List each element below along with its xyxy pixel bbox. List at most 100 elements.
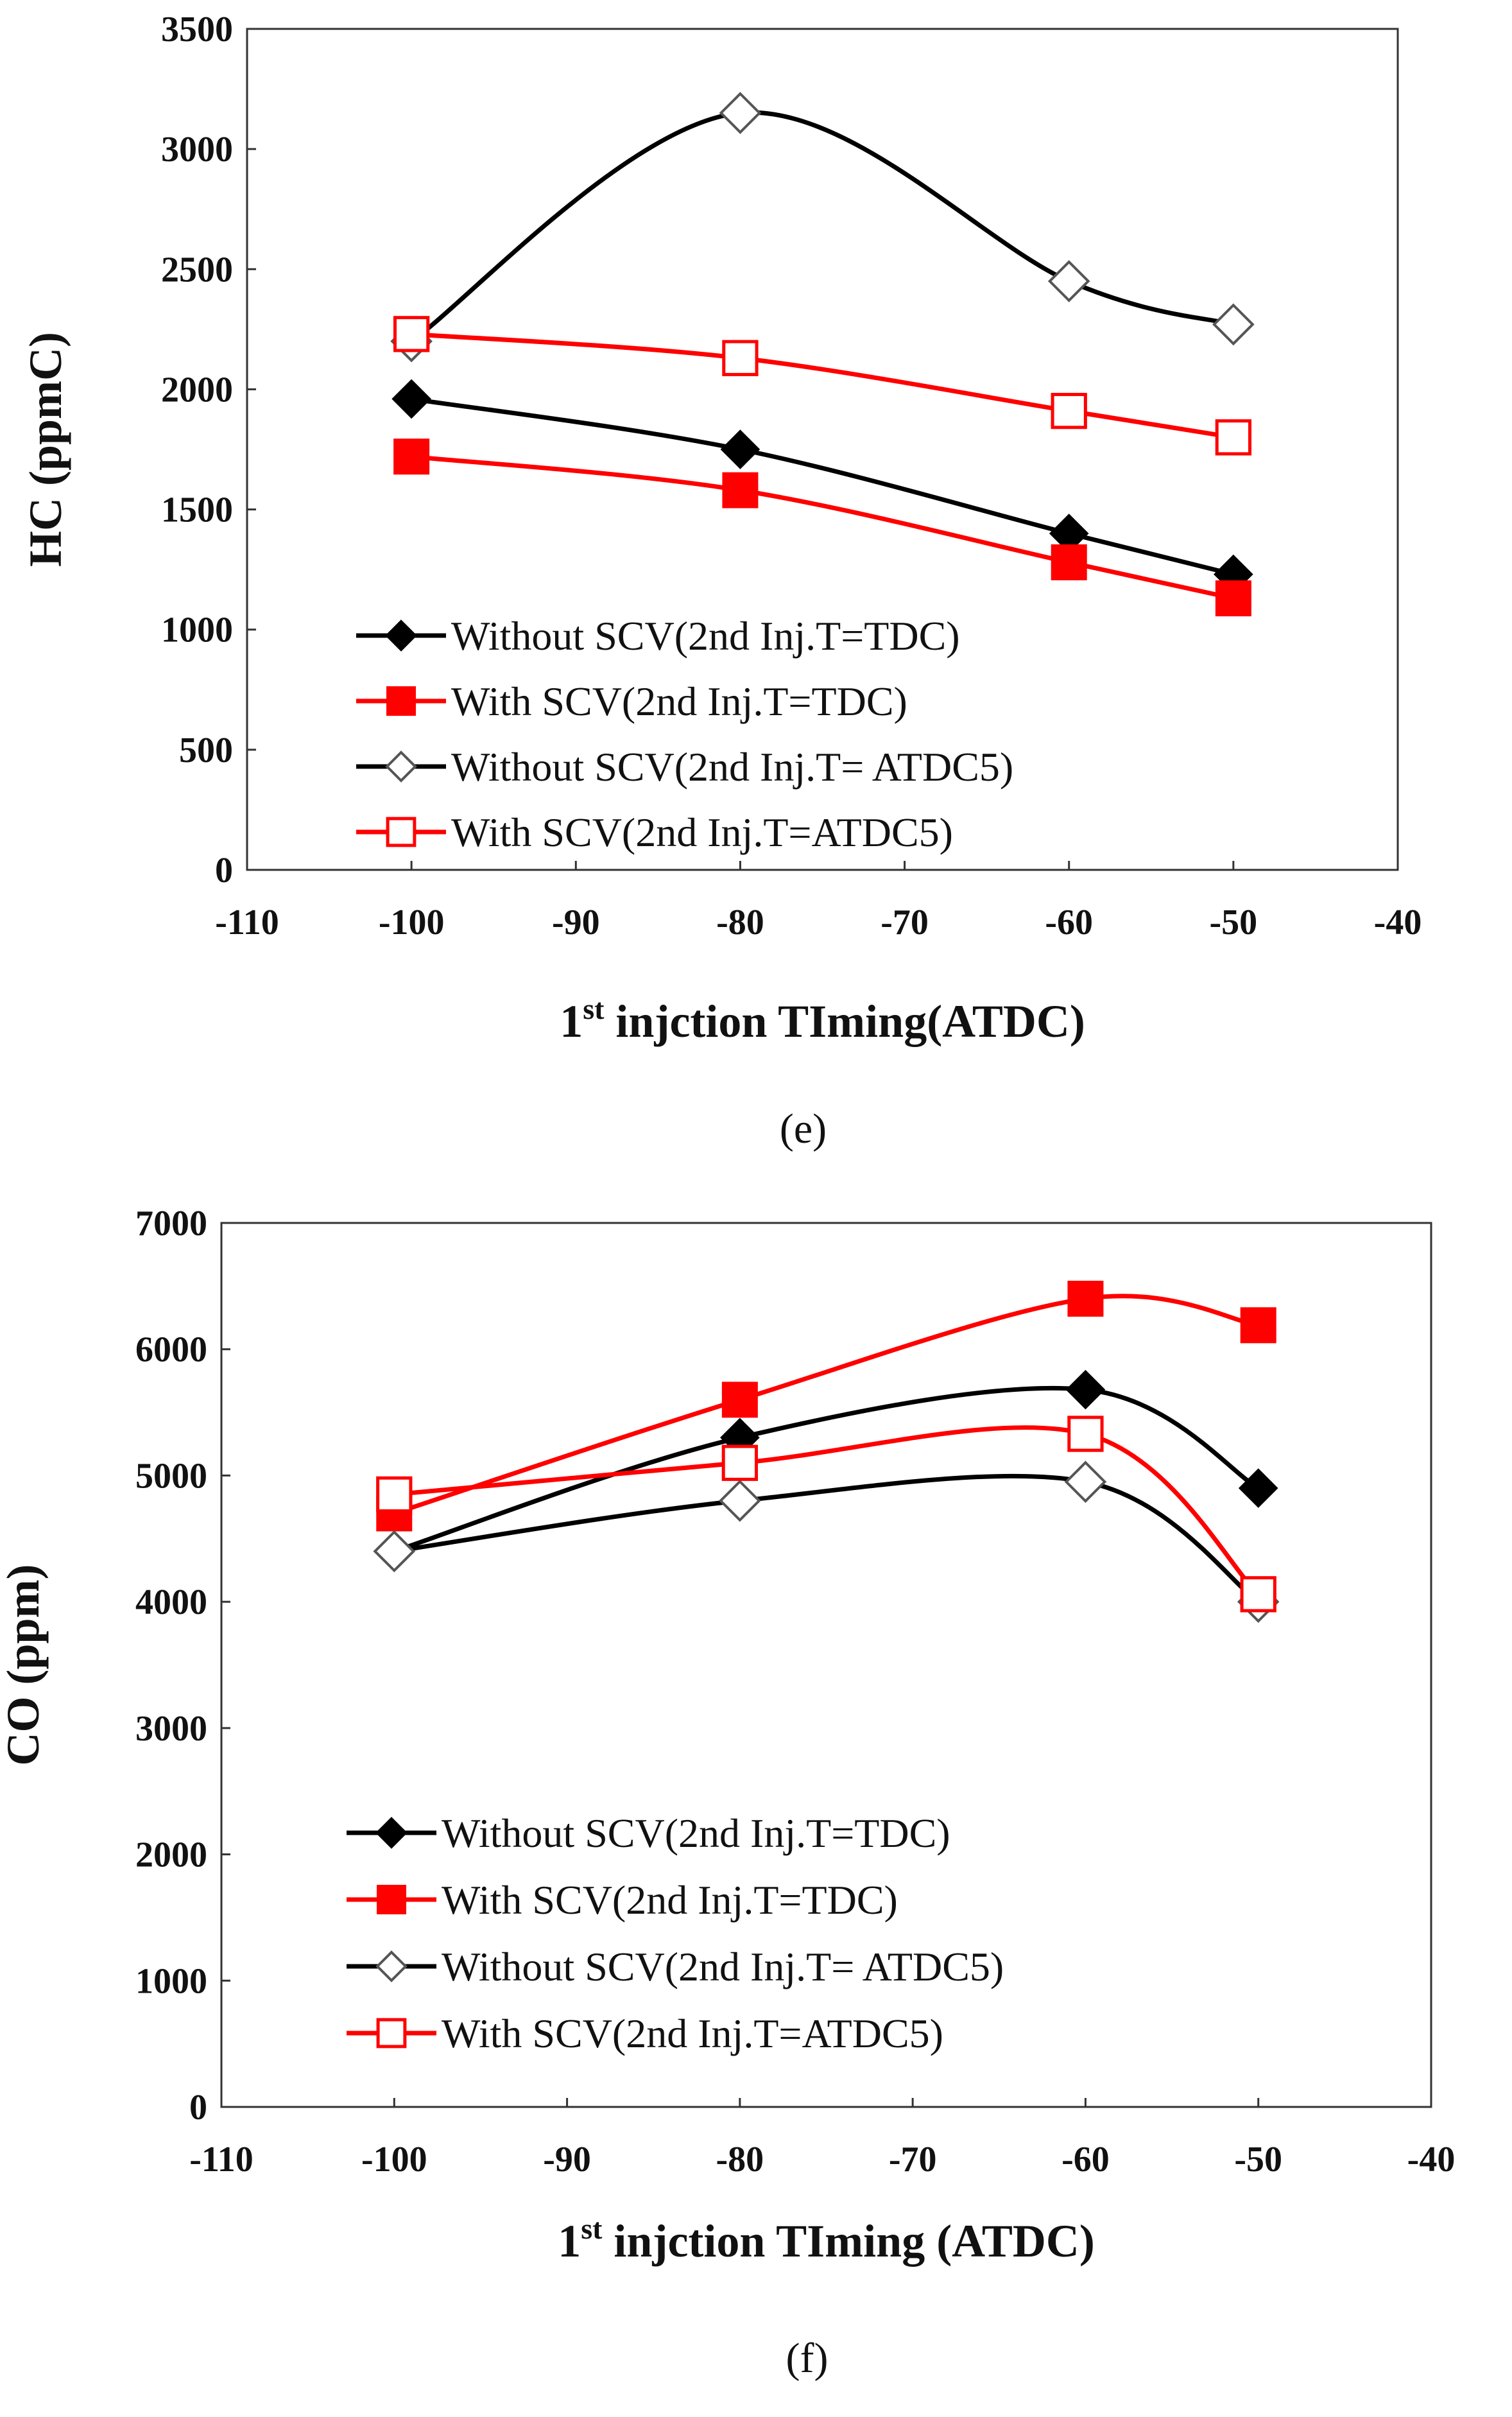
legend-marker <box>385 750 417 783</box>
x-tick-label: -100 <box>361 2140 427 2179</box>
data-point <box>722 340 759 376</box>
data-point <box>1064 1460 1107 1503</box>
y-tick-label: 2000 <box>135 1835 207 1875</box>
y-tick-label: 1000 <box>135 1961 207 2001</box>
chart-e: 0 500 1000 1500 2000 2500 3000 3500 -110 -100 -90 -… <box>20 10 1422 1152</box>
x-axis-label-rest: injction TIming(ATDC) <box>604 996 1085 1047</box>
figure-caption: (f) <box>786 2335 829 2382</box>
chart-f: 0 1000 2000 3000 4000 5000 6000 7000 -110 -100 -90… <box>0 1204 1455 2382</box>
y-tick-label: 0 <box>189 2088 207 2127</box>
data-point <box>1215 419 1252 456</box>
x-tick-label: -90 <box>543 2140 591 2179</box>
data-point <box>720 429 760 469</box>
data-point <box>1051 392 1087 429</box>
legend-label: With SCV(2nd Inj.T=ATDC5) <box>451 810 953 855</box>
legend-marker <box>376 2018 407 2049</box>
y-axis-label: HC (ppmC) <box>20 332 71 567</box>
legend: Without SCV(2nd Inj.T=TDC) With SCV(2nd I… <box>347 1810 1004 2056</box>
data-point <box>393 438 430 475</box>
legend-marker <box>386 817 417 847</box>
y-tick-label: 1500 <box>161 490 233 530</box>
data-point <box>1067 1416 1104 1452</box>
x-tick-label: -70 <box>881 903 929 942</box>
data-point <box>721 1382 758 1418</box>
y-tick-label: 4000 <box>135 1582 207 1622</box>
data-point <box>373 1530 416 1573</box>
data-point <box>376 1476 413 1513</box>
data-point <box>721 1444 759 1481</box>
y-tick-label: 3500 <box>161 10 233 49</box>
y-tick-label: 7000 <box>135 1204 207 1243</box>
data-point <box>1240 1576 1276 1613</box>
x-tick-label: -110 <box>215 903 279 942</box>
plot-frame <box>220 1222 1432 2108</box>
data-point <box>1067 1281 1104 1317</box>
legend-marker <box>385 619 417 652</box>
x-axis-label-rest: injction TIming (ATDC) <box>602 2215 1094 2267</box>
data-point <box>1240 1307 1276 1344</box>
y-tick-label: 5000 <box>135 1456 207 1496</box>
series-3 <box>376 1416 1276 1613</box>
series-line <box>393 1473 1260 1604</box>
y-tick-label: 2500 <box>161 250 233 290</box>
data-point <box>719 1479 761 1522</box>
x-tick-label: -80 <box>716 903 764 942</box>
data-point <box>393 316 430 352</box>
y-tick-label: 500 <box>179 731 233 770</box>
figure-caption: (e) <box>780 1105 827 1152</box>
series-3 <box>393 316 1252 456</box>
legend-label: With SCV(2nd Inj.T=TDC) <box>442 1877 898 1923</box>
x-tick-label: -110 <box>189 2140 253 2179</box>
series-1 <box>376 1281 1276 1532</box>
x-tick-label: -50 <box>1234 2140 1282 2179</box>
series-1 <box>393 438 1251 617</box>
y-tick-label: 6000 <box>135 1330 207 1370</box>
data-point <box>719 92 762 134</box>
legend-label: Without SCV(2nd Inj.T= ATDC5) <box>442 1944 1004 1989</box>
data-point <box>1065 1369 1106 1410</box>
x-tick-label: -40 <box>1407 2140 1456 2179</box>
legend-label: With SCV(2nd Inj.T=ATDC5) <box>442 2011 943 2056</box>
x-tick-label: -60 <box>1061 2140 1110 2179</box>
x-tick-label: -80 <box>716 2140 764 2179</box>
x-axis-label-main: 1 <box>560 996 583 1047</box>
data-point <box>1238 1468 1278 1508</box>
series-line <box>393 1294 1259 1516</box>
data-point <box>722 472 759 508</box>
y-tick-label: 3000 <box>161 130 233 169</box>
y-tick-label: 1000 <box>161 611 233 650</box>
y-axis-label: CO (ppm) <box>0 1564 49 1765</box>
x-axis-label: 1st injction TIming (ATDC) <box>558 2212 1095 2267</box>
x-tick-label: -50 <box>1210 903 1258 942</box>
x-tick-label: -60 <box>1045 903 1093 942</box>
x-tick-label: -40 <box>1374 903 1422 942</box>
legend: Without SCV(2nd Inj.T=TDC) With SCV(2nd I… <box>356 613 1013 855</box>
legend-label: With SCV(2nd Inj.T=TDC) <box>451 679 907 724</box>
series-line <box>411 396 1234 577</box>
data-point <box>1215 580 1251 617</box>
legend-marker <box>375 1950 408 1982</box>
legend-marker <box>386 686 416 716</box>
legend-marker <box>375 1817 408 1849</box>
series-line <box>393 1385 1260 1554</box>
data-point <box>1047 260 1090 302</box>
x-axis-label-sup: st <box>583 992 605 1025</box>
series-line <box>410 110 1234 343</box>
series-line <box>411 331 1234 440</box>
series-line <box>393 1425 1260 1596</box>
series-line <box>411 454 1234 601</box>
y-tick-label: 3000 <box>135 1709 207 1749</box>
x-axis-label-main: 1 <box>558 2215 581 2267</box>
y-tick-label: 2000 <box>161 370 233 410</box>
legend-label: Without SCV(2nd Inj.T=TDC) <box>451 613 960 659</box>
data-point <box>1051 544 1087 580</box>
x-tick-label: -70 <box>889 2140 937 2179</box>
x-axis-label-sup: st <box>581 2212 603 2245</box>
data-point <box>1212 303 1255 346</box>
data-point <box>391 379 431 419</box>
legend-marker <box>377 1885 406 1914</box>
legend-label: Without SCV(2nd Inj.T= ATDC5) <box>451 744 1013 790</box>
legend-label: Without SCV(2nd Inj.T=TDC) <box>442 1810 950 1856</box>
x-tick-label: -90 <box>552 903 600 942</box>
